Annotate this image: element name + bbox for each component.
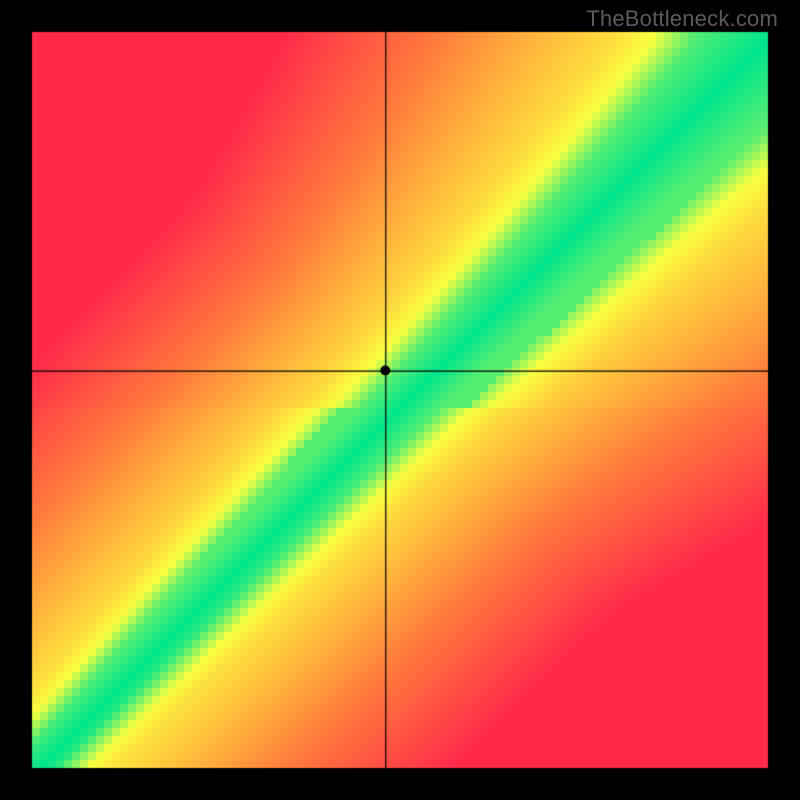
watermark-text: TheBottleneck.com [586, 6, 778, 32]
chart-container: TheBottleneck.com [0, 0, 800, 800]
heatmap-canvas [0, 0, 800, 800]
